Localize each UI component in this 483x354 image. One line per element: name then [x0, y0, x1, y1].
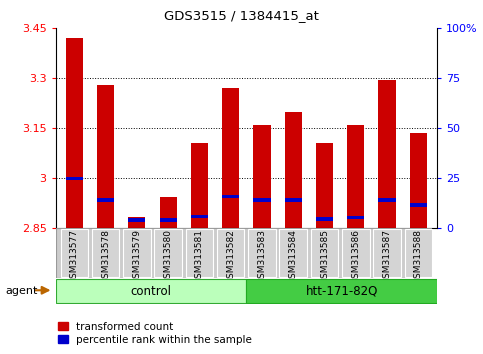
Text: GSM313588: GSM313588	[414, 229, 423, 284]
Text: GSM313578: GSM313578	[101, 229, 110, 284]
Bar	[410, 133, 427, 228]
Bar	[185, 229, 213, 277]
Bar	[128, 218, 145, 222]
Bar	[379, 198, 396, 202]
Text: GSM313583: GSM313583	[257, 229, 267, 284]
Bar	[159, 218, 177, 222]
Bar	[248, 229, 276, 277]
Text: GSM313577: GSM313577	[70, 229, 79, 284]
Bar	[379, 80, 396, 228]
Bar	[97, 85, 114, 228]
Bar	[280, 229, 307, 277]
Legend: transformed count, percentile rank within the sample: transformed count, percentile rank withi…	[54, 317, 256, 349]
Bar	[128, 217, 145, 228]
Bar	[342, 229, 369, 277]
Text: GDS3515 / 1384415_at: GDS3515 / 1384415_at	[164, 9, 319, 22]
Bar	[155, 229, 182, 277]
Text: GSM313581: GSM313581	[195, 229, 204, 284]
Bar	[159, 197, 177, 228]
Bar	[347, 216, 364, 219]
Bar	[222, 88, 239, 228]
Bar	[60, 229, 88, 277]
Bar	[254, 125, 270, 228]
Bar	[347, 125, 364, 228]
Bar	[222, 195, 239, 198]
Text: htt-171-82Q: htt-171-82Q	[305, 285, 378, 298]
Bar	[316, 217, 333, 221]
Text: GSM313580: GSM313580	[164, 229, 172, 284]
Bar	[284, 198, 302, 202]
Bar	[373, 229, 401, 277]
Bar	[254, 198, 270, 202]
Bar	[66, 38, 83, 228]
Text: GSM313585: GSM313585	[320, 229, 329, 284]
Bar	[191, 215, 208, 218]
Bar	[246, 279, 437, 303]
Text: GSM313582: GSM313582	[226, 229, 235, 284]
Text: agent: agent	[6, 286, 38, 296]
Text: GSM313584: GSM313584	[289, 229, 298, 284]
Bar	[123, 229, 151, 277]
Bar	[92, 229, 119, 277]
Bar	[191, 143, 208, 228]
Text: GSM313586: GSM313586	[351, 229, 360, 284]
Bar	[311, 229, 338, 277]
Bar	[284, 112, 302, 228]
Bar	[410, 203, 427, 207]
Bar	[56, 279, 246, 303]
Bar	[97, 198, 114, 202]
Bar	[217, 229, 244, 277]
Text: GSM313579: GSM313579	[132, 229, 142, 284]
Text: control: control	[130, 285, 171, 298]
Text: GSM313587: GSM313587	[383, 229, 392, 284]
Bar	[316, 143, 333, 228]
Bar	[405, 229, 432, 277]
Bar	[66, 177, 83, 180]
